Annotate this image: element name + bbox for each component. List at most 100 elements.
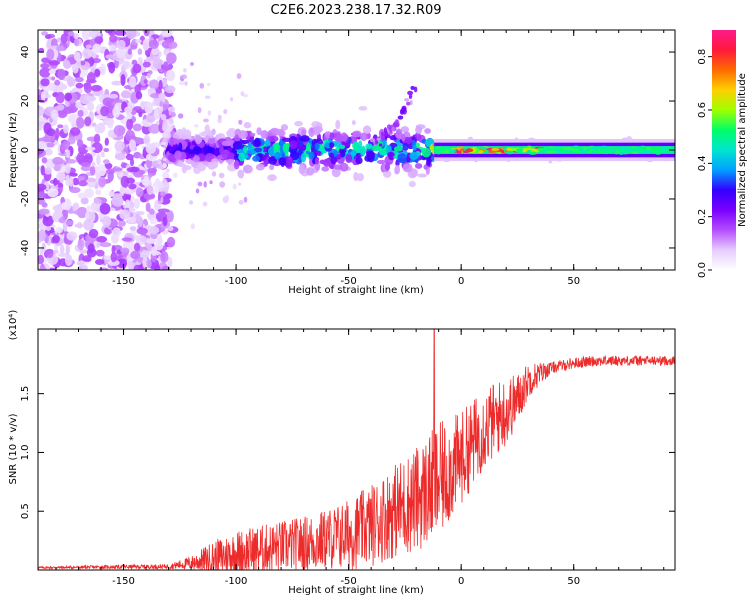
heatmap-blob [104,30,114,34]
heatmap-blob [121,237,133,242]
heatmap-blob [86,205,92,213]
heatmap-blob [138,111,143,118]
heatmap-blob [145,143,157,154]
heatmap-blob [165,69,176,82]
heatmap-blob [183,68,187,73]
heatmap-blob [62,106,74,115]
heatmap-blob [98,176,107,188]
heatmap-blob [78,180,88,187]
heatmap-blob [91,161,96,168]
heatmap-blob [151,47,160,56]
heatmap-blob [243,122,252,129]
heatmap-blob [62,140,71,148]
heatmap-blob [102,215,112,227]
heatmap-blob [90,201,100,212]
heatmap-blob [94,123,105,134]
heatmap-blob [591,146,598,150]
heatmap-blob [52,177,58,186]
heatmap-blob [55,127,60,140]
heatmap-blob [669,150,675,154]
heatmap-blob [108,61,116,74]
heatmap-blob [113,125,126,137]
heatmap-blob [128,76,137,88]
heatmap-blob [207,110,212,116]
heatmap-blob [96,241,101,248]
heatmap-blob [171,124,176,129]
heatmap-blob [465,148,474,153]
heatmap-blob [89,166,96,176]
heatmap-blob [127,216,137,224]
heatmap-blob [94,259,105,266]
heatmap-blob [232,141,243,150]
heatmap-blob [249,132,256,137]
heatmap-blob [192,155,200,163]
heatmap-blob [55,226,63,234]
heatmap-blob [139,100,146,109]
heatmap-blob [112,106,121,118]
heatmap-blob [146,259,152,269]
heatmap-blob [77,109,84,118]
heatmap-blob [80,162,91,168]
heatmap-blob [81,255,92,262]
heatmap-blob [380,134,386,141]
heatmap-blob [239,171,244,179]
heatmap-blob [611,148,617,153]
heatmap-blob [114,140,125,152]
heatmap-blob [56,45,65,52]
heatmap-blob [262,146,268,153]
heatmap-blob [120,90,131,99]
heatmap-blob [147,88,156,94]
colorbar-gradient [712,30,736,270]
heatmap-blob [300,135,310,142]
y-tick-label: 1.0 [20,444,31,460]
heatmap-blob [166,52,177,65]
colorbar-tick-label: 0.0 [697,262,708,278]
heatmap-blob [252,155,261,162]
top-x-axis-label: Height of straight line (km) [288,285,424,296]
heatmap-blob [99,242,112,248]
heatmap-blob [165,168,170,173]
heatmap-blob [236,73,242,80]
heatmap-blob [54,208,63,220]
heatmap-blob [72,63,79,74]
heatmap-blob [111,244,116,255]
heatmap-blob [225,159,235,164]
colorbar-ticks: 0.0 0.2 0.4 0.6 0.8 [697,49,712,278]
heatmap-blob [83,83,92,94]
heatmap-blob [50,76,56,81]
heatmap-blob [129,226,137,231]
colorbar-tick-label: 0.6 [697,102,708,118]
heatmap-blob [59,243,65,255]
heatmap-blob [414,163,423,169]
heatmap-blob [44,167,52,175]
heatmap-blob [157,159,162,163]
heatmap-blob [130,196,135,202]
heatmap-blob [75,82,84,89]
heatmap-panel: -150 -100 -50 0 50 -40 -20 0 20 40 Height of str… [8,29,676,296]
heatmap-blob [68,177,74,188]
heatmap-blob [99,202,111,215]
heatmap-blob [38,191,46,199]
heatmap-blob [218,172,225,179]
heatmap-blob [161,265,171,270]
figure-title: C2E6.2023.238.17.32.R09 [270,3,441,18]
heatmap-blob [402,142,409,151]
heatmap-blob [358,140,363,150]
heatmap-blob [83,219,95,231]
heatmap-blob [94,36,104,44]
heatmap-blob [156,233,163,244]
heatmap-blob [41,31,49,36]
heatmap-blob [294,120,304,127]
heatmap-blob [95,249,105,257]
heatmap-blob [227,127,237,138]
heatmap-blob [157,208,170,213]
heatmap-blob [397,157,408,164]
heatmap-blob [355,156,363,165]
heatmap-blob [126,112,133,120]
y-tick-label: -20 [20,191,31,207]
heatmap-blob [167,153,177,163]
heatmap-blob [154,108,159,121]
heatmap-blob [135,39,142,44]
heatmap-blob [114,153,126,161]
